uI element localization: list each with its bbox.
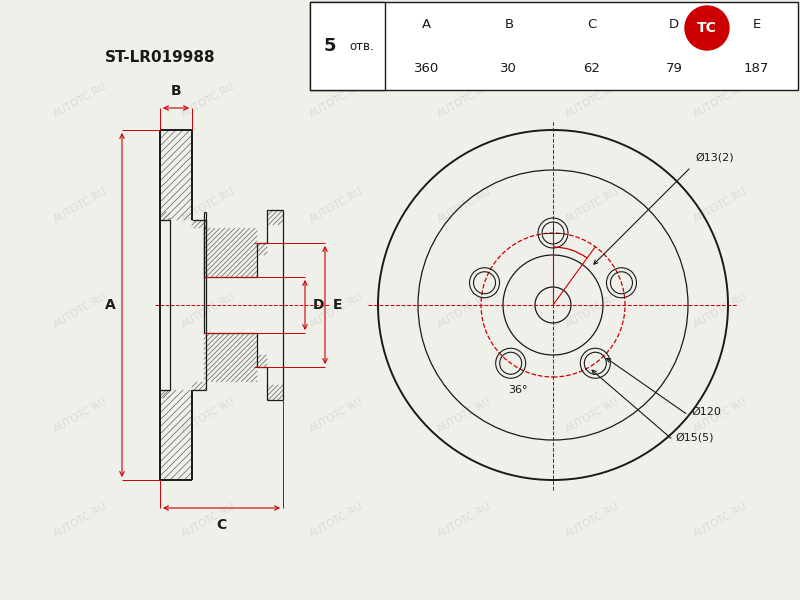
Text: AUTOTC.RU: AUTOTC.RU	[563, 185, 621, 224]
Text: AUTOTC.RU: AUTOTC.RU	[179, 80, 237, 119]
Text: .ru: .ru	[713, 20, 737, 35]
Text: AUTOTC.RU: AUTOTC.RU	[435, 395, 493, 434]
Text: A: A	[105, 298, 115, 312]
Text: B: B	[504, 17, 514, 31]
Text: E: E	[753, 17, 761, 31]
Text: www.Auto: www.Auto	[610, 20, 698, 35]
Bar	[310, 2, 385, 90]
Text: AUTOTC.RU: AUTOTC.RU	[691, 185, 749, 224]
Text: 36°: 36°	[508, 385, 528, 395]
Text: AUTOTC.RU: AUTOTC.RU	[691, 500, 749, 539]
Text: ST-LR019988: ST-LR019988	[105, 49, 215, 64]
Text: AUTOTC.RU: AUTOTC.RU	[51, 500, 109, 539]
Text: AUTOTC.RU: AUTOTC.RU	[51, 80, 109, 119]
Text: D: D	[313, 298, 325, 312]
Text: AUTOTC.RU: AUTOTC.RU	[179, 500, 237, 539]
Text: AUTOTC.RU: AUTOTC.RU	[691, 395, 749, 434]
Text: 5: 5	[324, 37, 336, 55]
Text: AUTOTC.RU: AUTOTC.RU	[563, 395, 621, 434]
Text: AUTOTC.RU: AUTOTC.RU	[179, 290, 237, 329]
Circle shape	[685, 6, 729, 50]
Text: AUTOTC.RU: AUTOTC.RU	[307, 500, 365, 539]
Text: AUTOTC.RU: AUTOTC.RU	[691, 290, 749, 329]
Text: AUTOTC.RU: AUTOTC.RU	[435, 185, 493, 224]
Text: AUTOTC.RU: AUTOTC.RU	[307, 290, 365, 329]
Text: B: B	[170, 84, 182, 98]
Text: AUTOTC.RU: AUTOTC.RU	[563, 500, 621, 539]
Text: E: E	[333, 298, 342, 312]
Text: 360: 360	[414, 61, 439, 74]
Text: AUTOTC.RU: AUTOTC.RU	[435, 290, 493, 329]
Text: AUTOTC.RU: AUTOTC.RU	[179, 185, 237, 224]
Text: AUTOTC.RU: AUTOTC.RU	[435, 80, 493, 119]
Text: AUTOTC.RU: AUTOTC.RU	[435, 500, 493, 539]
Text: AUTOTC.RU: AUTOTC.RU	[563, 290, 621, 329]
Text: AUTOTC.RU: AUTOTC.RU	[51, 185, 109, 224]
Text: 62: 62	[583, 61, 600, 74]
Bar	[310, 2, 798, 90]
Text: AUTOTC.RU: AUTOTC.RU	[307, 80, 365, 119]
Text: отв.: отв.	[350, 40, 374, 52]
Text: 187: 187	[744, 61, 770, 74]
Text: AUTOTC.RU: AUTOTC.RU	[51, 290, 109, 329]
Text: AUTOTC.RU: AUTOTC.RU	[179, 395, 237, 434]
Text: D: D	[669, 17, 679, 31]
Text: TC: TC	[697, 21, 717, 35]
Text: AUTOTC.RU: AUTOTC.RU	[51, 395, 109, 434]
Text: AUTOTC.RU: AUTOTC.RU	[691, 80, 749, 119]
Text: AUTOTC.RU: AUTOTC.RU	[307, 185, 365, 224]
Text: AUTOTC.RU: AUTOTC.RU	[307, 395, 365, 434]
Text: 30: 30	[501, 61, 518, 74]
Text: AUTOTC.RU: AUTOTC.RU	[563, 80, 621, 119]
Text: Ø15(5): Ø15(5)	[675, 432, 714, 442]
Text: C: C	[216, 518, 226, 532]
Text: Ø120: Ø120	[691, 407, 721, 417]
Text: Ø13(2): Ø13(2)	[695, 153, 734, 163]
Text: A: A	[422, 17, 431, 31]
Text: C: C	[587, 17, 596, 31]
Text: 79: 79	[666, 61, 682, 74]
